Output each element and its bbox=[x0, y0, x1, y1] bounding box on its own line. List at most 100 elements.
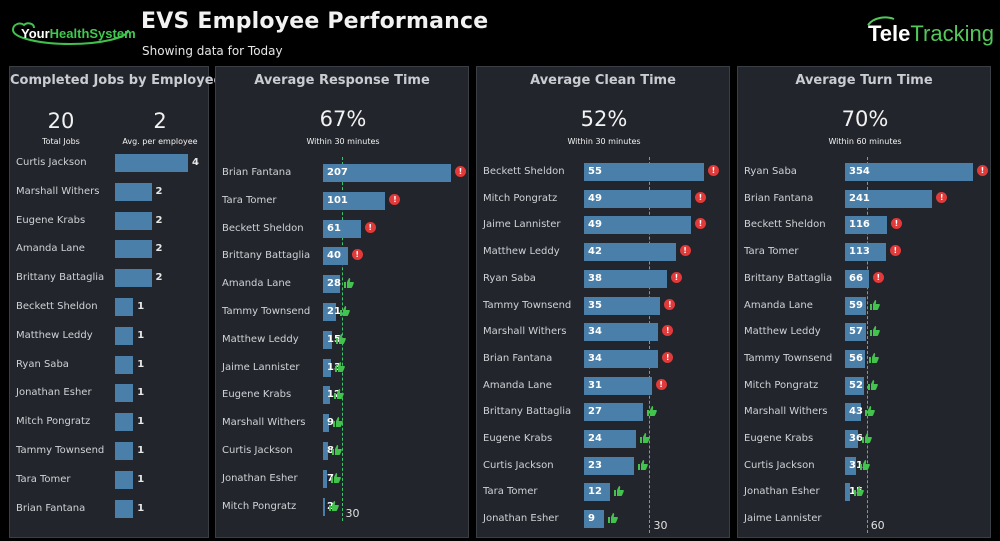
exclamation-alert-icon: ! bbox=[694, 218, 706, 230]
thumbs-up-icon bbox=[869, 352, 880, 363]
teletracking-logo: TeleTracking bbox=[867, 16, 994, 49]
bar-value-label: 52 bbox=[849, 379, 863, 391]
panel-title: Average Clean Time bbox=[530, 73, 676, 88]
employee-name: Matthew Leddy bbox=[222, 333, 299, 345]
avg-per-employee-label: Avg. per employee bbox=[122, 137, 198, 146]
thumbs-up-icon bbox=[331, 445, 342, 455]
thumbs-up-icon bbox=[332, 417, 343, 428]
target-line bbox=[649, 157, 651, 533]
employee-name: Tammy Townsend bbox=[744, 352, 833, 364]
employee-name: Amanda Lane bbox=[16, 243, 85, 255]
bar-value-label: 15 bbox=[327, 333, 341, 345]
exclamation-alert-icon: ! bbox=[670, 271, 682, 283]
bar bbox=[115, 499, 134, 518]
thumbs-up-icon bbox=[334, 389, 345, 400]
bar bbox=[115, 384, 134, 403]
employee-name: Eugene Krabs bbox=[16, 214, 86, 226]
bar-value-label: 34 bbox=[588, 352, 602, 364]
bar bbox=[323, 275, 341, 294]
total-jobs-value: 20 bbox=[47, 109, 75, 133]
bar-value-label: 1 bbox=[137, 416, 145, 428]
employee-name: Marshall Withers bbox=[483, 326, 567, 338]
bar bbox=[115, 442, 134, 460]
bar-value-label: 1 bbox=[137, 358, 145, 370]
thumbs-up-icon bbox=[336, 333, 347, 344]
exclamation-alert-icon: ! bbox=[351, 249, 363, 261]
bar-value-label: 12 bbox=[588, 486, 602, 498]
employee-name: Amanda Lane bbox=[483, 379, 552, 391]
employee-name: Tara Tomer bbox=[483, 486, 538, 498]
bar-value-label: 1 bbox=[137, 387, 145, 399]
employee-name: Brian Fantana bbox=[483, 352, 553, 364]
employee-name: Brittany Battaglia bbox=[16, 272, 105, 284]
target-label: 30 bbox=[345, 507, 360, 520]
thumbs-up-icon bbox=[867, 379, 878, 390]
total-jobs-label: Total Jobs bbox=[42, 137, 80, 146]
thumbs-up-icon bbox=[640, 433, 651, 443]
bar bbox=[845, 456, 857, 475]
employee-name: Beckett Sheldon bbox=[222, 222, 304, 234]
clean-kpi-label: Within 30 minutes bbox=[567, 137, 641, 146]
exclamation-alert-icon: ! bbox=[662, 325, 674, 337]
bar bbox=[323, 497, 325, 516]
exclamation-alert-icon: ! bbox=[890, 218, 902, 230]
bar bbox=[845, 483, 851, 502]
heart-logo-icon bbox=[11, 22, 129, 45]
bar-value-label: 2 bbox=[155, 214, 163, 226]
employee-name: Tammy Townsend bbox=[483, 299, 572, 311]
thumbs-up-icon bbox=[335, 361, 345, 372]
employee-name: Jonathan Esher bbox=[744, 486, 820, 498]
employee-name: Amanda Lane bbox=[744, 299, 813, 311]
employee-name: Curtis Jackson bbox=[483, 459, 554, 471]
avg-per-employee-value: 2 bbox=[153, 109, 167, 133]
employee-name: Tara Tomer bbox=[744, 246, 799, 258]
bar bbox=[584, 269, 667, 288]
bar-value-label: 1 bbox=[137, 473, 145, 485]
employee-name: Jonathan Esher bbox=[222, 472, 298, 484]
bar bbox=[845, 430, 859, 448]
bar-value-label: 1 bbox=[137, 502, 145, 514]
employee-name: Eugene Krabs bbox=[744, 433, 814, 444]
bar-value-label: 59 bbox=[849, 299, 863, 311]
employee-name: Curtis Jackson bbox=[744, 459, 815, 471]
thumbs-up-icon bbox=[607, 513, 618, 524]
bar-value-label: 61 bbox=[327, 222, 341, 234]
exclamation-alert-icon: ! bbox=[662, 351, 674, 363]
panel-title: Completed Jobs by Employee bbox=[10, 73, 223, 88]
bar bbox=[584, 296, 661, 315]
thumbs-up-icon bbox=[614, 486, 625, 497]
exclamation-alert-icon: ! bbox=[694, 191, 706, 203]
employee-name: Curtis Jackson bbox=[222, 445, 293, 456]
bar-value-label: 8 bbox=[327, 445, 334, 456]
bar bbox=[584, 430, 637, 448]
employee-name: Marshall Withers bbox=[222, 417, 306, 429]
employee-name: Ryan Saba bbox=[744, 166, 797, 177]
bar-value-label: 57 bbox=[849, 326, 863, 338]
employee-name: Mitch Pongratz bbox=[744, 379, 819, 391]
swoosh-icon bbox=[867, 16, 895, 26]
employee-name: Beckett Sheldon bbox=[744, 219, 826, 231]
bar bbox=[584, 323, 659, 342]
bar bbox=[323, 303, 336, 321]
bar bbox=[845, 189, 933, 208]
bar bbox=[115, 154, 188, 172]
bar bbox=[115, 298, 134, 316]
employee-name: Jaime Lannister bbox=[483, 219, 561, 231]
bar bbox=[323, 219, 361, 238]
completed-jobs-panel: Completed Jobs by Employee 20 Total Jobs… bbox=[9, 66, 223, 538]
bar bbox=[323, 191, 386, 210]
bar bbox=[584, 163, 704, 181]
employee-name: Ryan Saba bbox=[483, 272, 536, 284]
exclamation-alert-icon: ! bbox=[936, 191, 948, 203]
thumbs-up-icon bbox=[860, 459, 871, 470]
exclamation-alert-icon: ! bbox=[655, 378, 667, 390]
employee-name: Tammy Townsend bbox=[16, 445, 105, 456]
bar-value-label: 2 bbox=[155, 185, 163, 197]
bar bbox=[584, 189, 691, 208]
your-health-system-logo: YourHealthSystem bbox=[10, 22, 136, 46]
employee-name: Beckett Sheldon bbox=[16, 301, 98, 312]
avg-clean-time-panel: Average Clean Time 52% Within 30 minutes… bbox=[476, 66, 730, 538]
target-label: 30 bbox=[653, 519, 668, 532]
exclamation-alert-icon: ! bbox=[679, 245, 691, 257]
bar bbox=[845, 323, 866, 342]
